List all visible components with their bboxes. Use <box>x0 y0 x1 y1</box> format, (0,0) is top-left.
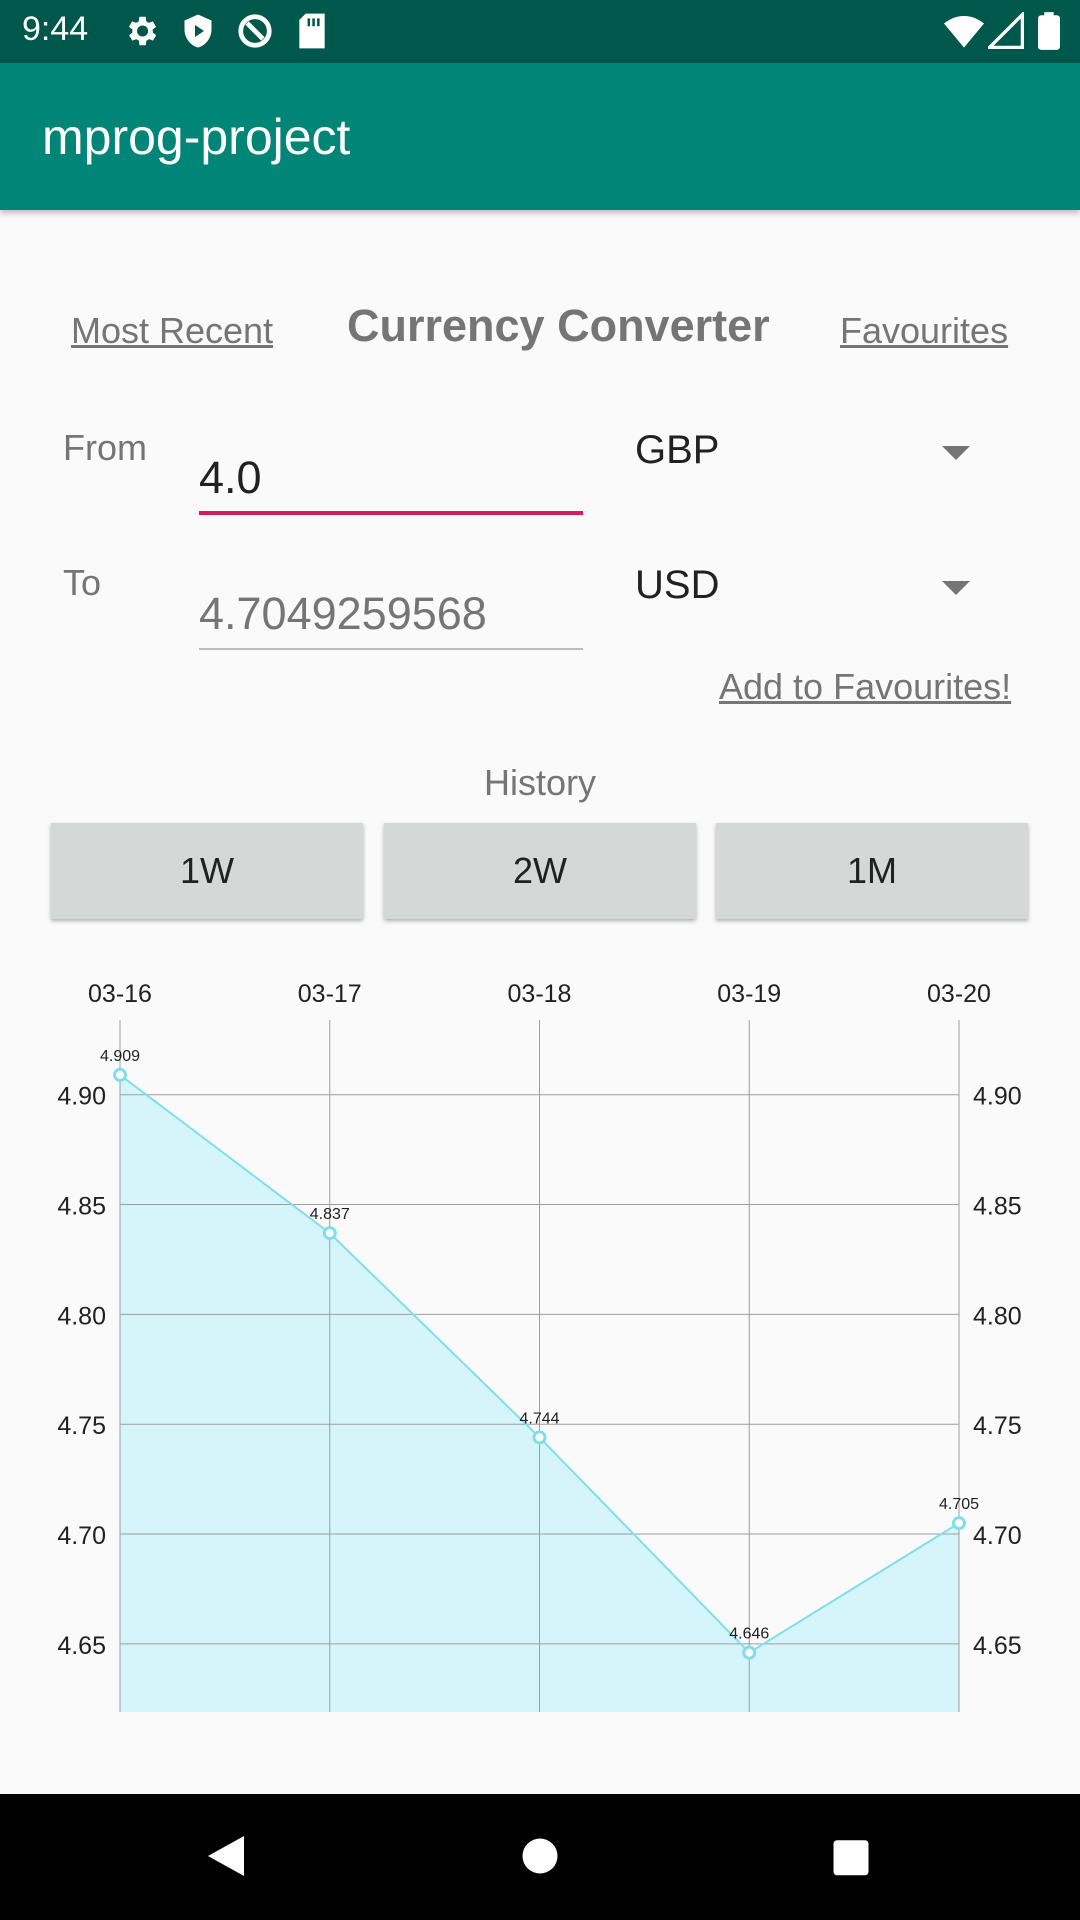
add-to-favourites-link[interactable]: Add to Favourites! <box>719 666 1012 707</box>
data-value-label: 4.744 <box>519 1410 559 1427</box>
y-tick-label-right: 4.75 <box>973 1412 1022 1440</box>
y-tick-label-right: 4.80 <box>973 1302 1022 1330</box>
range-2w-button[interactable]: 2W <box>384 823 696 919</box>
app-title: mprog-project <box>42 109 351 165</box>
from-label: From <box>63 427 147 468</box>
dropdown-arrow-icon <box>942 581 970 595</box>
data-point <box>532 1430 547 1445</box>
dropdown-arrow-icon <box>942 446 970 460</box>
status-time: 9:44 <box>22 10 89 48</box>
x-tick-label: 03-17 <box>298 980 362 1008</box>
battery-icon <box>1038 12 1060 50</box>
data-point <box>952 1516 966 1531</box>
y-tick-label-left: 4.90 <box>57 1083 106 1111</box>
to-currency-value: USD <box>635 563 720 607</box>
range-1m-button[interactable]: 1M <box>716 823 1028 919</box>
back-icon[interactable] <box>204 1832 248 1880</box>
range-1w-button[interactable]: 1W <box>51 823 363 919</box>
from-currency-value: GBP <box>635 428 720 472</box>
x-tick-label: 03-16 <box>88 980 152 1008</box>
recents-icon[interactable] <box>830 1832 872 1880</box>
data-value-label: 4.909 <box>100 1048 140 1065</box>
data-point <box>322 1226 337 1241</box>
y-tick-label-right: 4.85 <box>973 1193 1022 1221</box>
to-currency-dropdown[interactable]: USD <box>635 555 975 625</box>
settings-icon <box>128 16 157 46</box>
data-value-label: 4.705 <box>939 1496 979 1513</box>
y-tick-label-right: 4.70 <box>973 1522 1022 1550</box>
page-title: Currency Converter <box>347 300 770 351</box>
navigation-bar <box>0 1794 1080 1920</box>
y-tick-label-left: 4.75 <box>57 1412 106 1440</box>
from-amount-input[interactable] <box>199 445 583 515</box>
home-icon[interactable] <box>519 1832 561 1880</box>
data-point <box>742 1645 757 1660</box>
y-tick-label-left: 4.70 <box>57 1522 106 1550</box>
wifi-icon <box>944 16 984 48</box>
y-tick-label-left: 4.65 <box>57 1632 106 1660</box>
signal-icon <box>988 12 1024 49</box>
from-currency-dropdown[interactable]: GBP <box>635 420 975 490</box>
y-tick-label-left: 4.85 <box>57 1193 106 1221</box>
history-chart: 4.65 4.65 4.70 4.70 4.75 4.75 4.80 4.80 4.85 4.85… <box>57 980 1022 1712</box>
data-value-label: 4.837 <box>310 1206 350 1223</box>
favourites-link[interactable]: Favourites <box>840 310 1009 351</box>
sd-card-icon <box>299 13 325 49</box>
x-tick-label: 03-19 <box>717 980 781 1008</box>
x-tick-label: 03-20 <box>927 980 991 1008</box>
data-value-label: 4.646 <box>729 1626 769 1643</box>
to-amount-field[interactable] <box>199 580 583 650</box>
sync-icon <box>238 14 272 48</box>
y-tick-label-right: 4.65 <box>973 1632 1022 1660</box>
data-point <box>113 1067 127 1082</box>
app-bar: mprog-project <box>0 63 1080 210</box>
most-recent-link[interactable]: Most Recent <box>71 310 274 351</box>
y-tick-label-left: 4.80 <box>57 1302 106 1330</box>
status-bar: 9:44 <box>0 0 1080 63</box>
to-label: To <box>63 562 102 603</box>
play-protect-icon <box>184 14 212 48</box>
x-tick-label: 03-18 <box>508 980 572 1008</box>
history-label: History <box>483 762 596 803</box>
y-tick-label-right: 4.90 <box>973 1083 1022 1111</box>
